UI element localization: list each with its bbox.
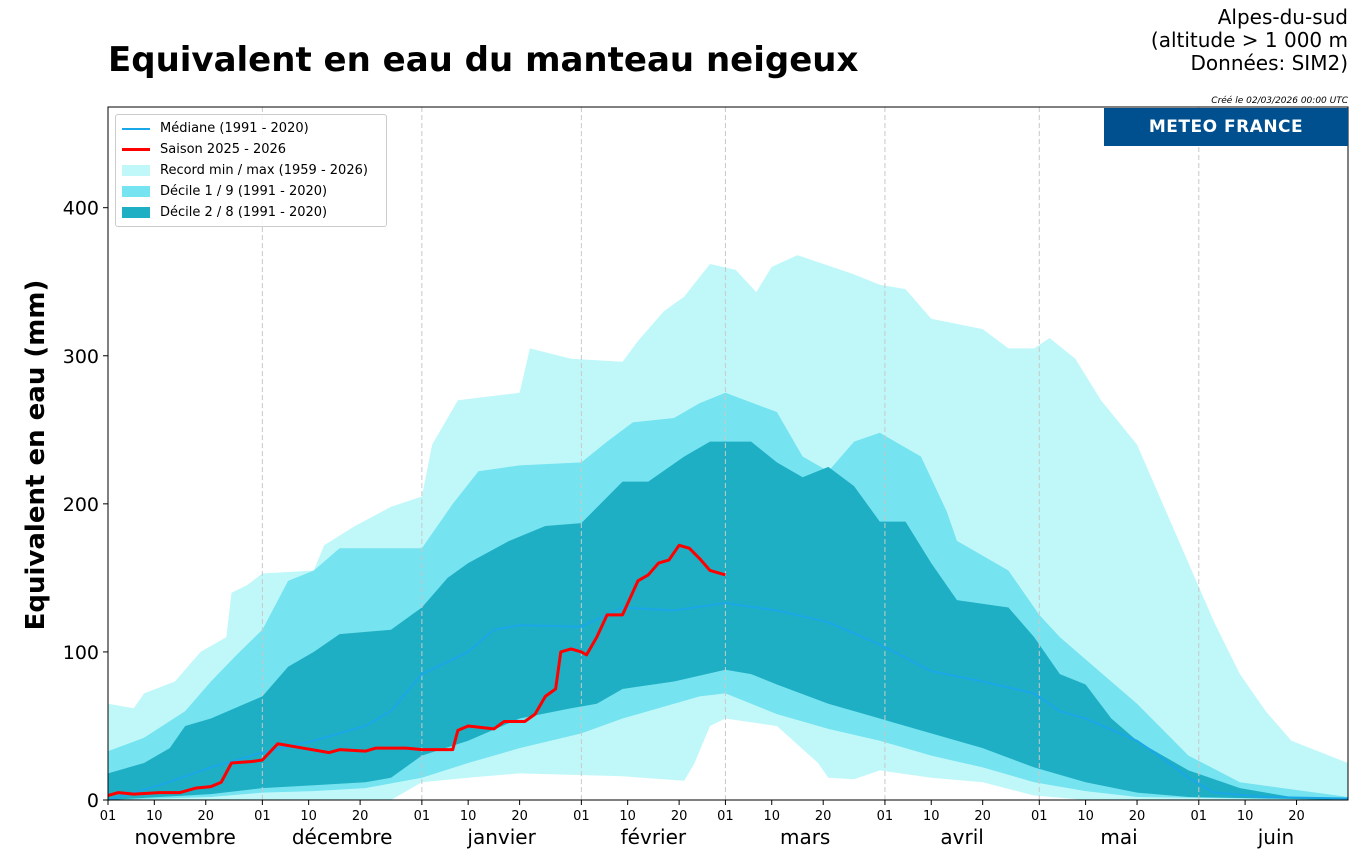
legend-label: Décile 1 / 9 (1991 - 2020)	[160, 184, 328, 199]
legend-label: Saison 2025 - 2026	[160, 142, 287, 157]
x-tick-label: 10	[923, 809, 940, 824]
x-tick-label: 10	[1237, 809, 1254, 824]
x-tick-label: 01	[254, 809, 271, 824]
x-tick-label: 01	[877, 809, 894, 824]
x-tick-label: 20	[197, 809, 214, 824]
month-label: avril	[940, 825, 983, 849]
month-label: novembre	[135, 825, 236, 849]
x-tick-label: 01	[414, 809, 431, 824]
x-tick-label: 10	[1077, 809, 1094, 824]
x-tick-label: 20	[511, 809, 528, 824]
chart-subtitle: Alpes-du-sud (altitude > 1 000 m Données…	[1151, 6, 1348, 75]
legend-item-record: Record min / max (1959 - 2026)	[116, 160, 386, 181]
chart-title: Equivalent en eau du manteau neigeux	[108, 40, 859, 80]
y-tick-label: 200	[63, 494, 99, 516]
legend-label: Record min / max (1959 - 2026)	[160, 163, 368, 178]
x-tick-label: 20	[1129, 809, 1146, 824]
created-timestamp: Créé le 02/03/2026 00:00 UTC	[1211, 96, 1348, 106]
decile-2-8-band	[108, 441, 1348, 800]
y-tick-label: 100	[63, 642, 99, 664]
legend: Médiane (1991 - 2020) Saison 2025 - 2026…	[115, 114, 387, 227]
legend-item-median: Médiane (1991 - 2020)	[116, 118, 386, 139]
month-label: mai	[1100, 825, 1137, 849]
legend-label: Décile 2 / 8 (1991 - 2020)	[160, 205, 328, 220]
x-tick-label: 01	[717, 809, 734, 824]
x-tick-label: 20	[815, 809, 832, 824]
x-tick-label: 01	[1191, 809, 1208, 824]
x-tick-label: 10	[300, 809, 317, 824]
x-tick-label: 20	[1288, 809, 1305, 824]
x-tick-label: 20	[974, 809, 991, 824]
month-label: décembre	[292, 825, 393, 849]
x-tick-label: 01	[100, 809, 117, 824]
x-tick-label: 20	[352, 809, 369, 824]
x-tick-label: 10	[460, 809, 477, 824]
x-tick-label: 10	[619, 809, 636, 824]
x-tick-label: 01	[573, 809, 590, 824]
x-tick-label: 20	[671, 809, 688, 824]
month-label: juin	[1257, 825, 1294, 849]
median-line	[107, 602, 1349, 801]
x-tick-label: 10	[763, 809, 780, 824]
y-tick-label: 400	[63, 198, 99, 220]
month-label: mars	[780, 825, 830, 849]
plot-frame	[107, 106, 1349, 801]
month-label: janvier	[466, 825, 536, 849]
legend-item-decile-2-8: Décile 2 / 8 (1991 - 2020)	[116, 202, 386, 223]
legend-item-season: Saison 2025 - 2026	[116, 139, 386, 160]
legend-item-decile-1-9: Décile 1 / 9 (1991 - 2020)	[116, 181, 386, 202]
source-label: Données: SIM2)	[1190, 51, 1349, 75]
season-line	[107, 543, 726, 797]
y-tick-label: 300	[63, 346, 99, 368]
legend-label: Médiane (1991 - 2020)	[160, 121, 309, 136]
region-label: Alpes-du-sud	[1217, 5, 1348, 29]
meteo-france-logo: METEO FRANCE	[1104, 108, 1348, 146]
month-label: février	[621, 825, 687, 849]
x-tick-label: 01	[1031, 809, 1048, 824]
x-tick-label: 10	[146, 809, 163, 824]
y-tick-label: 0	[87, 790, 99, 812]
altitude-label: (altitude > 1 000 m	[1150, 28, 1348, 52]
